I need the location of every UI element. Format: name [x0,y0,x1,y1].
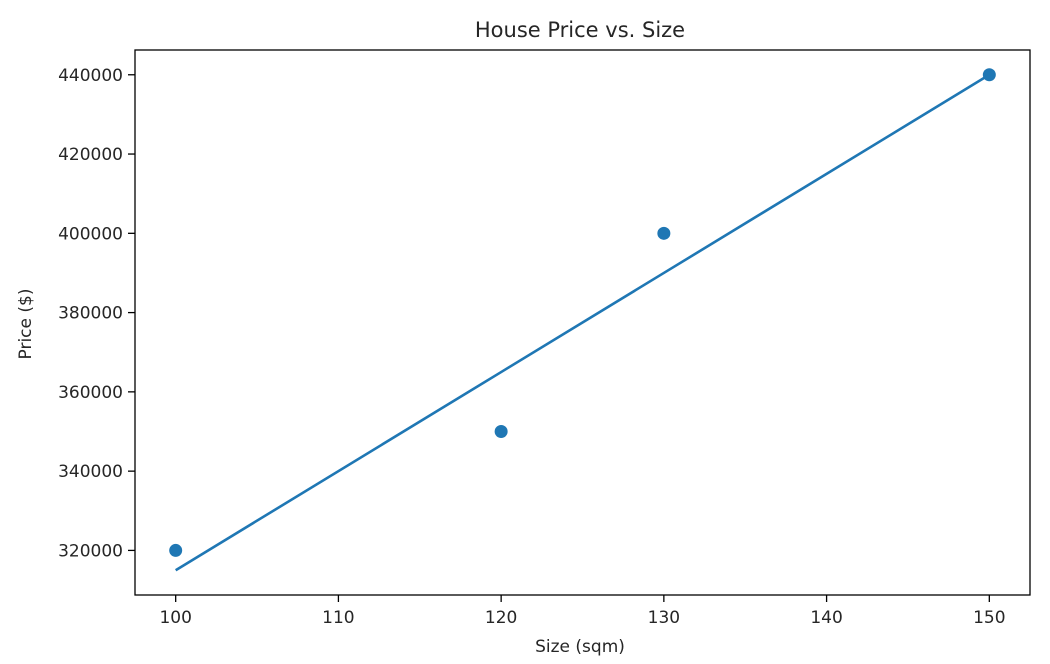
x-axis-title: Size (sqm) [535,637,625,657]
x-axis: 100 110 120 130 140 150 [159,595,1006,628]
x-tick-label: 100 [159,608,191,628]
y-tick-label: 320000 [58,541,123,561]
y-tick-label: 340000 [58,462,123,482]
y-axis-title: Price ($) [16,289,36,360]
y-tick-label: 360000 [58,383,123,403]
data-point [982,68,996,82]
y-tick-label: 420000 [58,145,123,165]
y-tick-label: 380000 [58,304,123,324]
data-point [494,425,508,438]
plot-area [169,68,996,572]
data-point [169,543,183,557]
plot-frame [134,49,1031,596]
data-point [657,226,671,240]
y-axis: 320000 340000 360000 380000 400000 420000 4400… [58,66,135,561]
x-tick-label: 130 [648,608,680,628]
x-tick-label: 140 [810,608,842,628]
x-tick-label: 150 [973,608,1005,628]
x-tick-label: 110 [322,608,354,628]
x-tick-label: 120 [485,608,517,628]
y-tick-label: 440000 [58,66,123,86]
y-tick-label: 400000 [58,224,123,244]
chart-title: House Price vs. Size [475,18,685,42]
fit-line [175,73,990,572]
